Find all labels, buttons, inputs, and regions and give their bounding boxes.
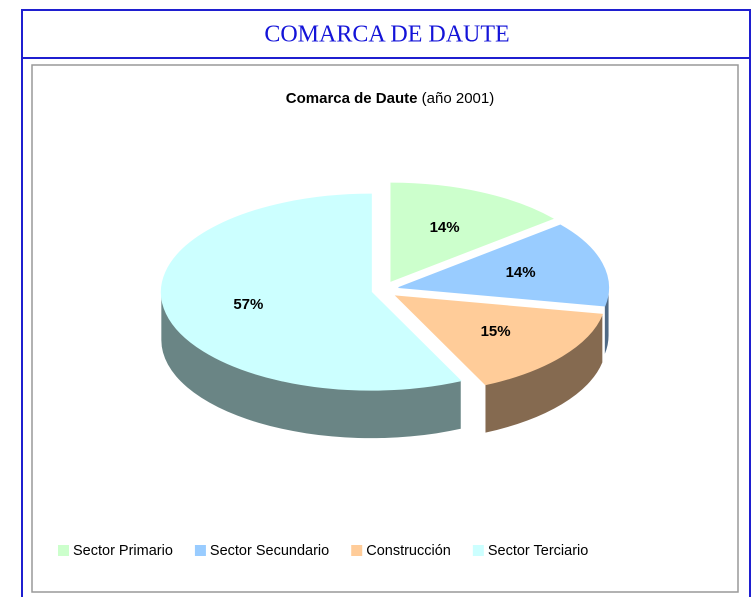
legend-label: Construcción	[366, 543, 451, 559]
slice	[398, 224, 610, 307]
header-bar	[21, 9, 751, 59]
chart-title: Comarca de Daute	[286, 90, 418, 107]
legend-swatch	[194, 545, 206, 556]
chart-title-group: Comarca de Daute (año 2001)	[286, 90, 494, 107]
data-label: 57%	[233, 296, 263, 313]
legend-label: Sector Primario	[73, 543, 173, 559]
legend-swatch	[351, 545, 363, 556]
legend-swatch	[58, 545, 69, 556]
slice	[390, 182, 554, 282]
slice-side	[161, 292, 461, 439]
pie-tops	[160, 182, 610, 391]
slice	[160, 193, 462, 391]
legend-label: Sector Terciario	[488, 543, 588, 559]
header-title: COMARCA DE DAUTE	[264, 22, 509, 48]
legend-label: Sector Secundario	[210, 543, 329, 559]
slice-side	[485, 314, 603, 433]
chart-subtitle: (año 2001)	[422, 90, 495, 107]
data-label: 14%	[430, 219, 460, 236]
data-label: 15%	[481, 323, 511, 340]
legend-swatch	[472, 545, 484, 556]
data-label: 14%	[506, 264, 536, 281]
slice	[394, 295, 604, 386]
